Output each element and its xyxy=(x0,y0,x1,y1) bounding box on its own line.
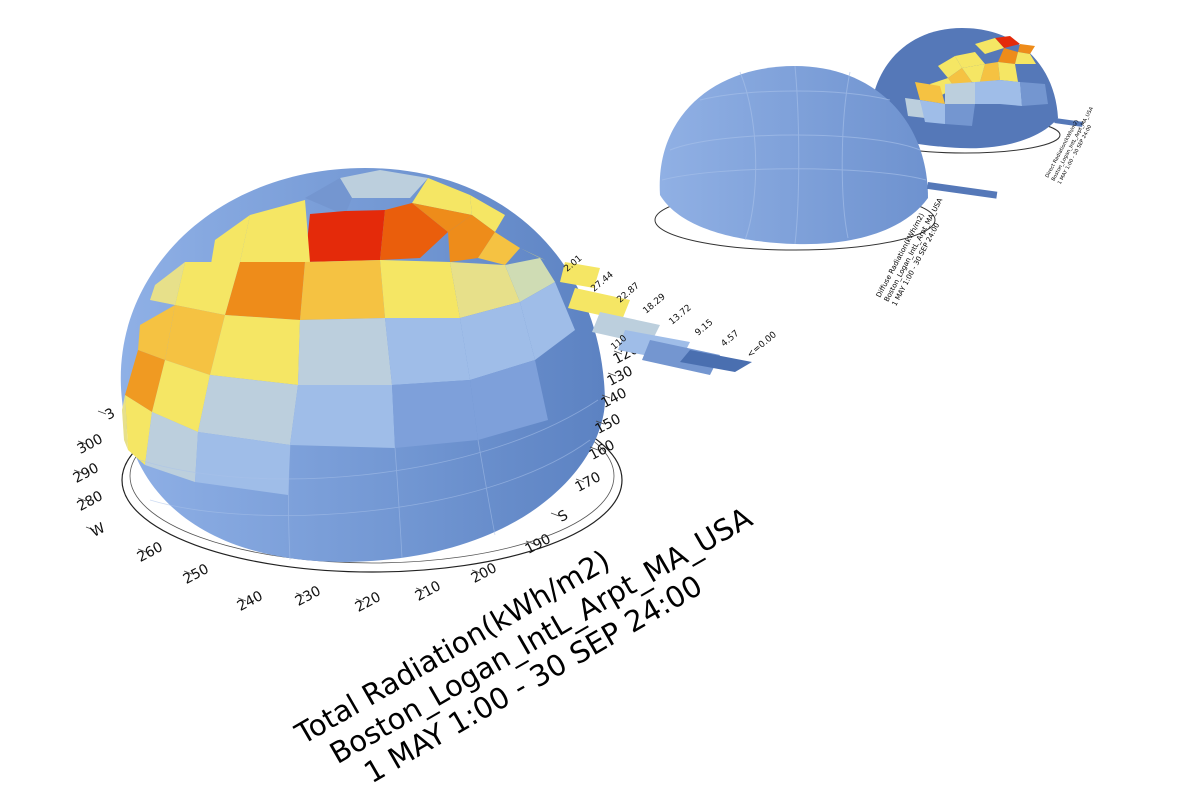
azimuth-tick-mark xyxy=(613,350,623,355)
azimuth-tick-mark xyxy=(295,592,305,597)
azimuth-tick-mark xyxy=(575,478,585,483)
total-radiation-dome: 120130140150160170S190200210220230240250… xyxy=(71,168,780,790)
azimuth-tick-label: 3 xyxy=(102,405,117,423)
azimuth-tick-label: 220 xyxy=(353,589,384,616)
azimuth-tick-mark xyxy=(183,570,193,575)
legend-label: <=0.00 xyxy=(746,330,780,360)
diffuse-dome-grid xyxy=(661,65,927,245)
azimuth-tick-label: 210 xyxy=(413,578,444,605)
azimuth-tick-label: 170 xyxy=(573,469,604,496)
legend-label: 18.29 xyxy=(642,292,668,316)
legend-swatch-1 xyxy=(560,262,600,288)
legend-label: 4.57 xyxy=(720,329,742,350)
azimuth-tick-label: 280 xyxy=(75,488,106,515)
azimuth-tick-label: 260 xyxy=(135,539,166,566)
legend-swatch-6 xyxy=(680,350,752,372)
azimuth-tick-label: 240 xyxy=(235,588,266,615)
azimuth-tick-label: 290 xyxy=(71,460,102,487)
legend-label: 13.72 xyxy=(668,303,694,327)
diffuse-legend-bar xyxy=(927,181,998,199)
azimuth-tick-mark xyxy=(601,394,611,399)
azimuth-tick-mark xyxy=(77,497,87,502)
azimuth-tick-mark xyxy=(237,597,247,602)
azimuth-tick-mark xyxy=(595,420,605,425)
legend-swatch-2 xyxy=(568,288,630,320)
direct-dome-hot-cells xyxy=(905,36,1048,126)
legend-swatch-5 xyxy=(642,340,720,375)
direct-legend-bar xyxy=(1054,118,1083,127)
legend-label: 9.15 xyxy=(694,318,716,339)
azimuth-tick-label: 230 xyxy=(293,583,324,610)
diffuse-dome-body xyxy=(659,66,928,245)
azimuth-tick-mark xyxy=(73,469,83,474)
azimuth-tick-mark xyxy=(85,526,95,531)
azimuth-tick-mark xyxy=(415,587,425,592)
azimuth-tick-mark xyxy=(137,548,147,553)
total-dome-grid xyxy=(139,399,599,561)
azimuth-tick-mark xyxy=(589,446,599,451)
azimuth-tick-label: 250 xyxy=(181,561,212,588)
azimuth-tick-mark xyxy=(550,512,560,517)
azimuth-tick-mark xyxy=(607,372,617,377)
azimuth-tick-label: S xyxy=(555,507,570,525)
azimuth-tick-label: 300 xyxy=(75,431,106,458)
azimuth-tick-label: W xyxy=(88,520,108,541)
azimuth-tick-mark xyxy=(355,598,365,603)
azimuth-tick-mark xyxy=(525,540,535,545)
azimuth-tick-mark xyxy=(77,440,87,445)
azimuth-tick-mark xyxy=(471,569,481,574)
total-dome-cells xyxy=(122,170,575,495)
azimuth-tick-mark xyxy=(97,410,107,415)
